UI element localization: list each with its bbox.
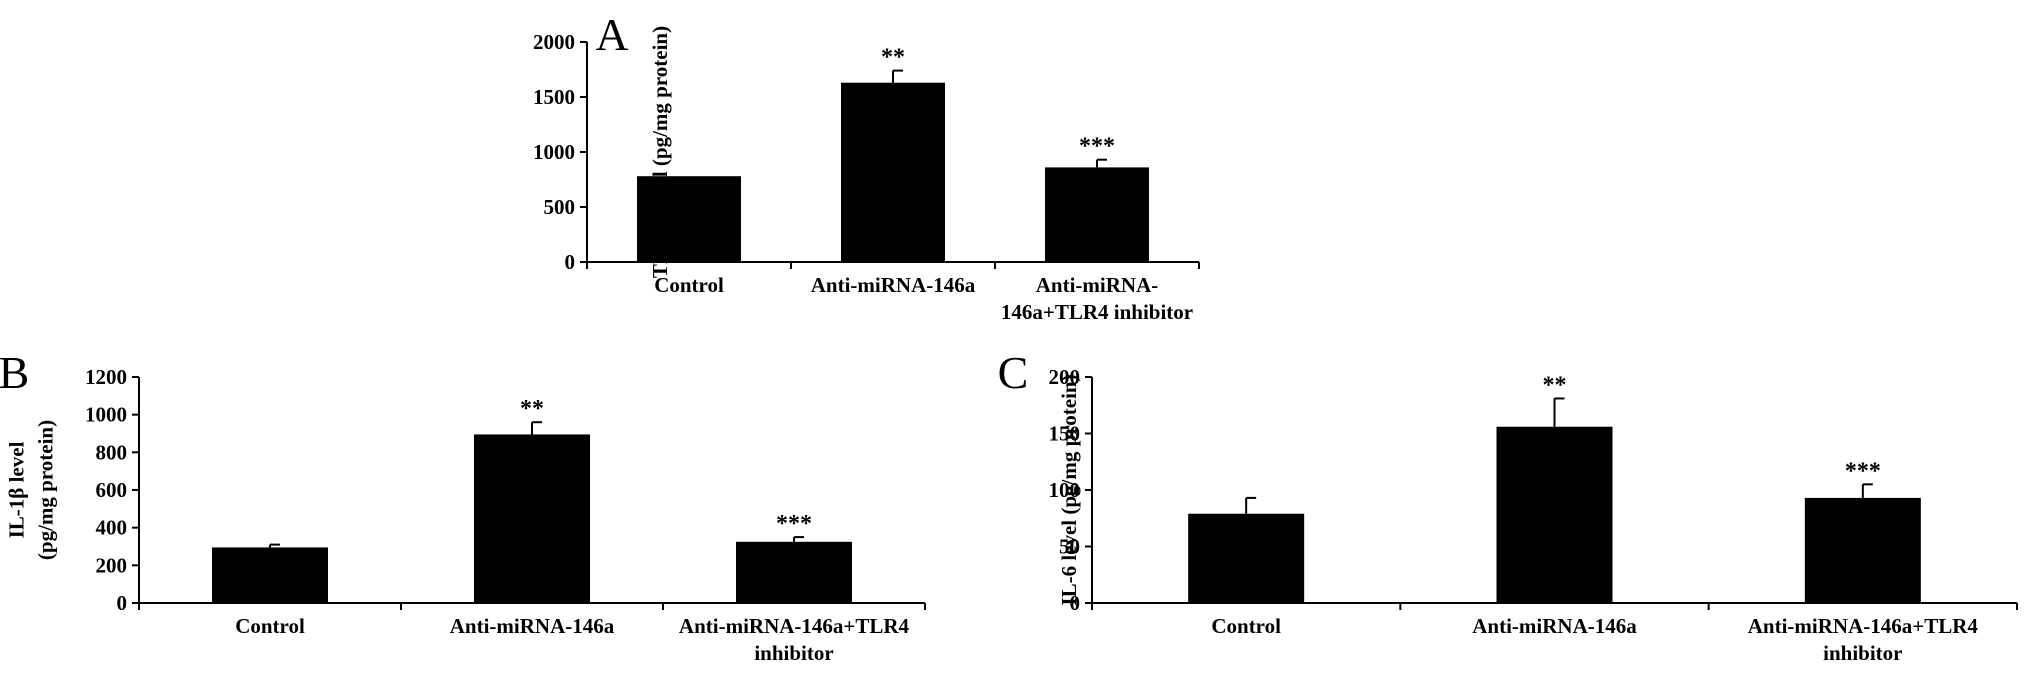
panel-c-bar	[1188, 513, 1305, 603]
panel-b-ylabel-line: IL-1β level	[5, 441, 29, 538]
panel-c-category-line: inhibitor	[1823, 641, 1902, 665]
panel-c-label: C	[998, 347, 1029, 398]
panel-c-category-label: Control	[1211, 614, 1281, 638]
panel-a-label: A	[595, 9, 628, 60]
panel-a-significance: **	[881, 45, 905, 71]
panel-b-category-line: Anti-miRNA-146a+TLR4	[679, 614, 910, 638]
panel-c-bar	[1804, 497, 1921, 603]
panel-b-ylabel: IL-1β level (pg/mg protein)	[5, 420, 58, 560]
panel-c-ylabel: IL-6 level (pg/mg protein)	[1057, 374, 1081, 605]
panel-c-category-label: Anti-miRNA-146a+TLR4 inhibitor	[1748, 614, 1979, 665]
panel-c-category-line: Anti-miRNA-146a	[1472, 614, 1637, 638]
panel-b-bar	[736, 541, 852, 603]
panel-c-ytick-label: 100	[1049, 478, 1081, 502]
panel-a-ytick-label: 1500	[533, 85, 575, 109]
panel-a-ytick-label: 500	[544, 195, 576, 219]
panel-c-ytick-label: 0	[1070, 591, 1081, 615]
panel-a-significance: ***	[1079, 134, 1115, 160]
panel-b-category-label: Anti-miRNA-146a+TLR4 inhibitor	[679, 614, 910, 665]
panel-c-ytick-label: 50	[1059, 535, 1080, 559]
panel-a-ytick-label: 0	[565, 250, 576, 274]
panel-b-bar	[474, 434, 590, 603]
panel-c-category-line: Anti-miRNA-146a+TLR4	[1748, 614, 1979, 638]
panel-b-significance: **	[520, 396, 544, 422]
panel-a-category-line: Anti-miRNA-146a	[811, 273, 976, 297]
panel-b-ytick-label: 1200	[85, 365, 127, 389]
panel-b-ylabel-line: (pg/mg protein)	[34, 420, 58, 560]
panel-a-category-label: Anti-miRNA-146a	[811, 273, 976, 297]
panel-b-ytick-label: 0	[117, 591, 128, 615]
panel-a-category-line: 146a+TLR4 inhibitor	[1001, 300, 1193, 324]
panel-b-category-label: Control	[235, 614, 305, 638]
panel-b-category-label: Anti-miRNA-146a	[450, 614, 615, 638]
panel-a-category-line: Control	[654, 273, 724, 297]
panel-b-ytick-label: 400	[96, 516, 128, 540]
panel-b-ytick-label: 1000	[85, 403, 127, 427]
panel-c-significance: **	[1543, 372, 1567, 398]
panel-c-category-line: Control	[1211, 614, 1281, 638]
panel-c-category-label: Anti-miRNA-146a	[1472, 614, 1637, 638]
panel-a-chart: A TNF-α level (pg/mg protein)050010001500…	[533, 9, 1200, 324]
panel-c-chart: C IL-6 level (pg/mg protein)0 50 100 150 200 C…	[998, 347, 2018, 665]
panel-b-ytick-label: 600	[96, 478, 128, 502]
panel-c-ytick-label: 200	[1049, 365, 1081, 389]
panel-b-category-line: inhibitor	[754, 641, 833, 665]
panel-a-category-label: Control	[654, 273, 724, 297]
panel-b-label: B	[0, 347, 29, 398]
panel-b-category-line: Control	[235, 614, 305, 638]
panel-b-category-line: Anti-miRNA-146a	[450, 614, 615, 638]
panel-b-chart: B IL-1β level (pg/mg protein) 0 200 400 600 800…	[0, 347, 926, 665]
panel-a-bar	[1045, 167, 1149, 262]
panel-c-ytick-label: 150	[1049, 422, 1081, 446]
panel-a-bar	[637, 176, 741, 262]
panel-a-category-line: Anti-miRNA-	[1036, 273, 1158, 297]
panel-b-significance: ***	[776, 511, 812, 537]
panel-a-ytick-label: 1000	[533, 140, 575, 164]
panel-c-ylabel-line: IL-6 level (pg/mg protein)	[1057, 374, 1081, 605]
panel-a-category-label: Anti-miRNA- 146a+TLR4 inhibitor	[1001, 273, 1193, 324]
panel-b-bar	[212, 547, 328, 603]
panel-b-ytick-label: 800	[96, 440, 128, 464]
panel-b-ytick-label: 200	[96, 553, 128, 577]
panel-c-significance: ***	[1845, 458, 1881, 484]
panel-c-bar	[1496, 426, 1613, 603]
panel-a-ytick-label: 2000	[533, 30, 575, 54]
panel-a-bar	[841, 82, 945, 262]
